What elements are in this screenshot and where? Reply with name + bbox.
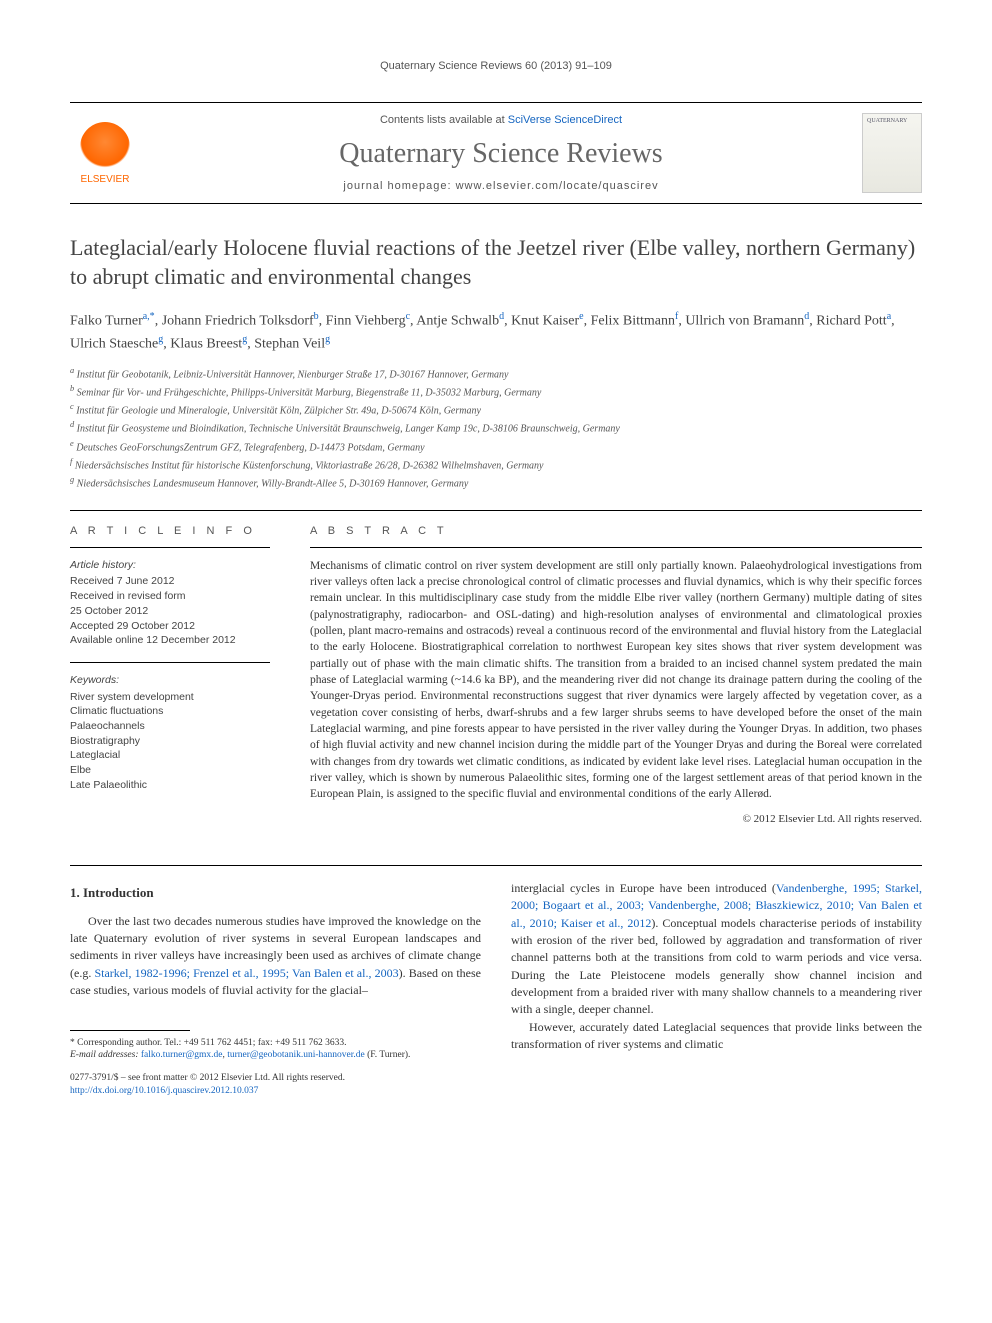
- corr-author-line: * Corresponding author. Tel.: +49 511 76…: [70, 1037, 481, 1050]
- contents-prefix: Contents lists available at: [380, 114, 508, 126]
- body-columns: 1. Introduction Over the last two decade…: [70, 880, 922, 1098]
- homepage-prefix: journal homepage:: [343, 180, 455, 192]
- page: Quaternary Science Reviews 60 (2013) 91–…: [0, 0, 992, 1138]
- text: ). Conceptual models characterise period…: [511, 916, 922, 1017]
- homepage-url: www.elsevier.com/locate/quascirev: [456, 180, 659, 192]
- affiliation-line: b Seminar für Vor- und Frühgeschichte, P…: [70, 383, 922, 400]
- front-matter-line: 0277-3791/$ – see front matter © 2012 El…: [70, 1072, 481, 1085]
- elsevier-tree-icon: [80, 122, 130, 172]
- text: (F. Turner).: [365, 1050, 411, 1060]
- publisher-name: ELSEVIER: [81, 174, 130, 185]
- column-right: interglacial cycles in Europe have been …: [511, 880, 922, 1098]
- divider: [70, 662, 270, 663]
- abstract-body: Mechanisms of climatic control on river …: [310, 558, 922, 803]
- author-list: Falko Turnera,*, Johann Friedrich Tolksd…: [70, 309, 922, 354]
- publisher-logo: ELSEVIER: [70, 113, 140, 193]
- email-link[interactable]: falko.turner@gmx.de: [141, 1050, 223, 1060]
- journal-cover-thumb: QUATERNARY: [862, 113, 922, 193]
- affiliation-line: c Institut für Geologie und Mineralogie,…: [70, 401, 922, 418]
- article-info-head: A R T I C L E I N F O: [70, 525, 270, 537]
- citation-link[interactable]: Starkel, 1982-1996; Frenzel et al., 1995…: [94, 966, 398, 980]
- journal-name: Quaternary Science Reviews: [160, 138, 842, 170]
- footnote-rule: [70, 1030, 190, 1031]
- info-abstract-row: A R T I C L E I N F O Article history: R…: [70, 525, 922, 825]
- keyword: Lateglacial: [70, 748, 270, 763]
- email-label: E-mail addresses:: [70, 1050, 139, 1060]
- affiliation-line: a Institut für Geobotanik, Leibniz-Unive…: [70, 365, 922, 382]
- masthead-center: Contents lists available at SciVerse Sci…: [160, 114, 842, 192]
- section-heading: 1. Introduction: [70, 884, 481, 903]
- keyword: Late Palaeolithic: [70, 778, 270, 793]
- doi-block: 0277-3791/$ – see front matter © 2012 El…: [70, 1072, 481, 1098]
- doi-link[interactable]: http://dx.doi.org/10.1016/j.quascirev.20…: [70, 1086, 258, 1096]
- affiliation-line: d Institut für Geosysteme und Bioindikat…: [70, 419, 922, 436]
- affiliation-line: g Niedersächsisches Landesmuseum Hannove…: [70, 474, 922, 491]
- article-title: Lateglacial/early Holocene fluvial react…: [70, 234, 922, 291]
- divider: [70, 865, 922, 866]
- sciencedirect-link[interactable]: SciVerse ScienceDirect: [508, 114, 622, 126]
- history-line: Received in revised form: [70, 589, 270, 604]
- running-head: Quaternary Science Reviews 60 (2013) 91–…: [70, 60, 922, 72]
- history-label: Article history:: [70, 558, 270, 573]
- email-line: E-mail addresses: falko.turner@gmx.de, t…: [70, 1049, 481, 1062]
- abstract-head: A B S T R A C T: [310, 525, 922, 537]
- text: However, accurately dated Lateglacial se…: [511, 1020, 922, 1051]
- paragraph: However, accurately dated Lateglacial se…: [511, 1019, 922, 1054]
- corresponding-author-footnote: * Corresponding author. Tel.: +49 511 76…: [70, 1037, 481, 1063]
- keywords-block: Keywords: River system developmentClimat…: [70, 673, 270, 793]
- article-info: A R T I C L E I N F O Article history: R…: [70, 525, 270, 825]
- history-line: Accepted 29 October 2012: [70, 619, 270, 634]
- affiliation-line: e Deutsches GeoForschungsZentrum GFZ, Te…: [70, 438, 922, 455]
- abstract-copyright: © 2012 Elsevier Ltd. All rights reserved…: [310, 813, 922, 825]
- divider: [70, 547, 270, 548]
- history-line: Received 7 June 2012: [70, 574, 270, 589]
- article-history: Article history: Received 7 June 2012Rec…: [70, 558, 270, 648]
- affiliation-line: f Niedersächsisches Institut für histori…: [70, 456, 922, 473]
- keyword: Climatic fluctuations: [70, 704, 270, 719]
- homepage-line: journal homepage: www.elsevier.com/locat…: [160, 180, 842, 192]
- affiliations: a Institut für Geobotanik, Leibniz-Unive…: [70, 365, 922, 492]
- keywords-label: Keywords:: [70, 673, 270, 688]
- masthead: ELSEVIER Contents lists available at Sci…: [70, 102, 922, 204]
- history-line: Available online 12 December 2012: [70, 633, 270, 648]
- keyword: River system development: [70, 690, 270, 705]
- email-link[interactable]: turner@geobotanik.uni-hannover.de: [227, 1050, 365, 1060]
- keyword: Biostratigraphy: [70, 734, 270, 749]
- history-line: 25 October 2012: [70, 604, 270, 619]
- keyword: Palaeochannels: [70, 719, 270, 734]
- abstract: A B S T R A C T Mechanisms of climatic c…: [310, 525, 922, 825]
- divider: [70, 510, 922, 511]
- keyword: Elbe: [70, 763, 270, 778]
- contents-line: Contents lists available at SciVerse Sci…: [160, 114, 842, 126]
- column-left: 1. Introduction Over the last two decade…: [70, 880, 481, 1098]
- paragraph: Over the last two decades numerous studi…: [70, 913, 481, 1000]
- paragraph: interglacial cycles in Europe have been …: [511, 880, 922, 1019]
- divider: [310, 547, 922, 548]
- text: interglacial cycles in Europe have been …: [511, 881, 776, 895]
